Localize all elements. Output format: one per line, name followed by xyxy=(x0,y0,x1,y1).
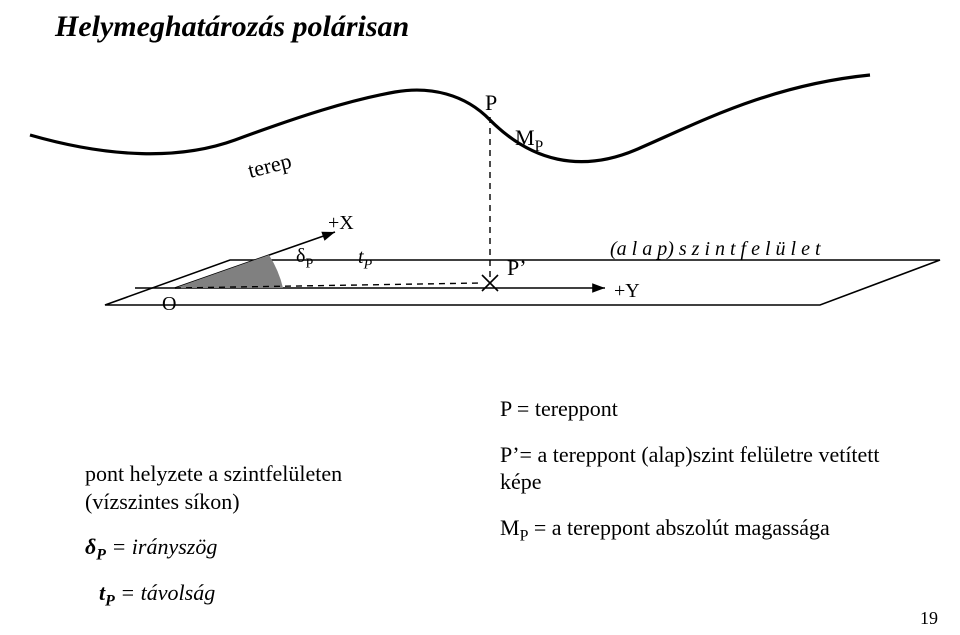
legend-line: MP = a tereppont abszolút magassága xyxy=(500,514,920,546)
svg-text:+X: +X xyxy=(328,212,354,234)
svg-text:P’: P’ xyxy=(507,255,527,280)
legend-line: pont helyzete a szintfelületen (vízszint… xyxy=(85,460,415,515)
legend-line: tP = távolság xyxy=(85,579,415,611)
page-number: 19 xyxy=(920,608,938,629)
legend-line: P’= a tereppont (alap)szint felületre ve… xyxy=(500,441,920,496)
svg-text:P: P xyxy=(485,90,497,115)
svg-text:δP: δP xyxy=(296,245,313,272)
svg-text:terep: terep xyxy=(245,148,294,183)
legend-line: δP = irányszög xyxy=(85,533,415,565)
svg-text:tP: tP xyxy=(358,246,373,273)
svg-text:(a l a p) s z i n t f e l ü l: (a l a p) s z i n t f e l ü l e t xyxy=(610,238,821,260)
svg-text:+Y: +Y xyxy=(614,280,640,302)
legend-right: P = tereppont P’= a tereppont (alap)szint… xyxy=(500,395,920,558)
terrain-curve xyxy=(30,75,870,162)
legend-left: pont helyzete a szintfelületen (vízszint… xyxy=(85,460,415,623)
legend-line: P = tereppont xyxy=(500,395,920,423)
svg-text:O: O xyxy=(162,293,176,315)
